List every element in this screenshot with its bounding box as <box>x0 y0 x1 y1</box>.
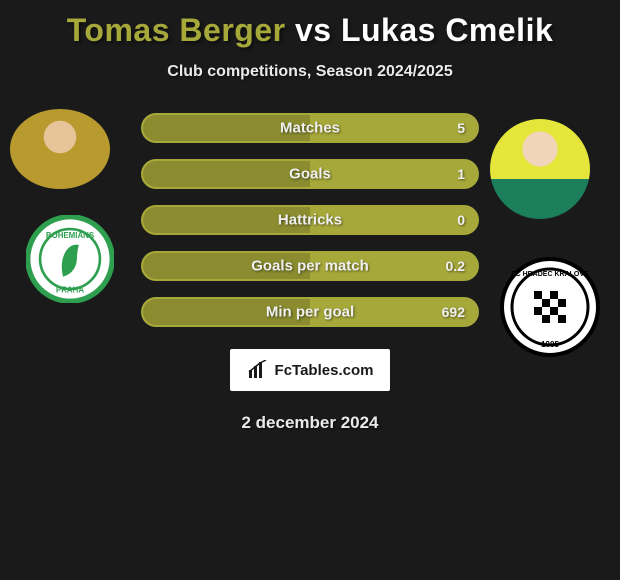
stat-label: Goals <box>289 166 331 183</box>
player2-club-badge: FC HRADEC KRALOVE 1905 <box>500 257 600 357</box>
title-player2: Lukas Cmelik <box>341 12 553 48</box>
stat-value: 0.2 <box>446 258 465 274</box>
brand-badge: FcTables.com <box>230 349 390 391</box>
hradec-badge-icon: FC HRADEC KRALOVE 1905 <box>500 257 600 357</box>
stat-value: 0 <box>457 212 465 228</box>
player1-club-badge: BOHEMIANS PRAHA <box>26 215 114 303</box>
player1-avatar <box>10 109 110 189</box>
stat-bar-goals-per-match: Goals per match 0.2 <box>141 251 479 281</box>
player1-avatar-image <box>10 109 110 189</box>
brand-text: FcTables.com <box>275 362 374 379</box>
stat-value: 5 <box>457 120 465 136</box>
brand-chart-icon <box>247 360 269 380</box>
svg-text:FC HRADEC KRALOVE: FC HRADEC KRALOVE <box>511 271 589 278</box>
stat-value: 1 <box>457 166 465 182</box>
stat-value: 692 <box>442 304 465 320</box>
bohemians-badge-icon: BOHEMIANS PRAHA <box>26 215 114 303</box>
player2-avatar-image <box>490 119 590 219</box>
date-text: 2 december 2024 <box>0 413 620 433</box>
stat-bar-hattricks: Hattricks 0 <box>141 205 479 235</box>
content-area: BOHEMIANS PRAHA FC HRADEC KRALOVE 1905 M… <box>0 109 620 433</box>
player2-avatar <box>490 119 590 219</box>
stat-bar-matches: Matches 5 <box>141 113 479 143</box>
svg-text:BOHEMIANS: BOHEMIANS <box>46 231 94 240</box>
stat-bar-min-per-goal: Min per goal 692 <box>141 297 479 327</box>
stats-bars: Matches 5 Goals 1 Hattricks 0 Goals per … <box>141 109 479 327</box>
title-player1: Tomas Berger <box>67 12 286 48</box>
svg-text:PRAHA: PRAHA <box>56 285 84 294</box>
stat-label: Matches <box>280 120 340 137</box>
title-vs: vs <box>295 12 332 48</box>
stat-bar-goals: Goals 1 <box>141 159 479 189</box>
stat-bar-fill <box>143 161 310 187</box>
comparison-title: Tomas Berger vs Lukas Cmelik <box>0 0 620 49</box>
subtitle: Club competitions, Season 2024/2025 <box>0 63 620 81</box>
stat-label: Goals per match <box>251 258 369 275</box>
stat-label: Hattricks <box>278 212 342 229</box>
stat-label: Min per goal <box>266 304 354 321</box>
svg-text:1905: 1905 <box>541 340 559 349</box>
